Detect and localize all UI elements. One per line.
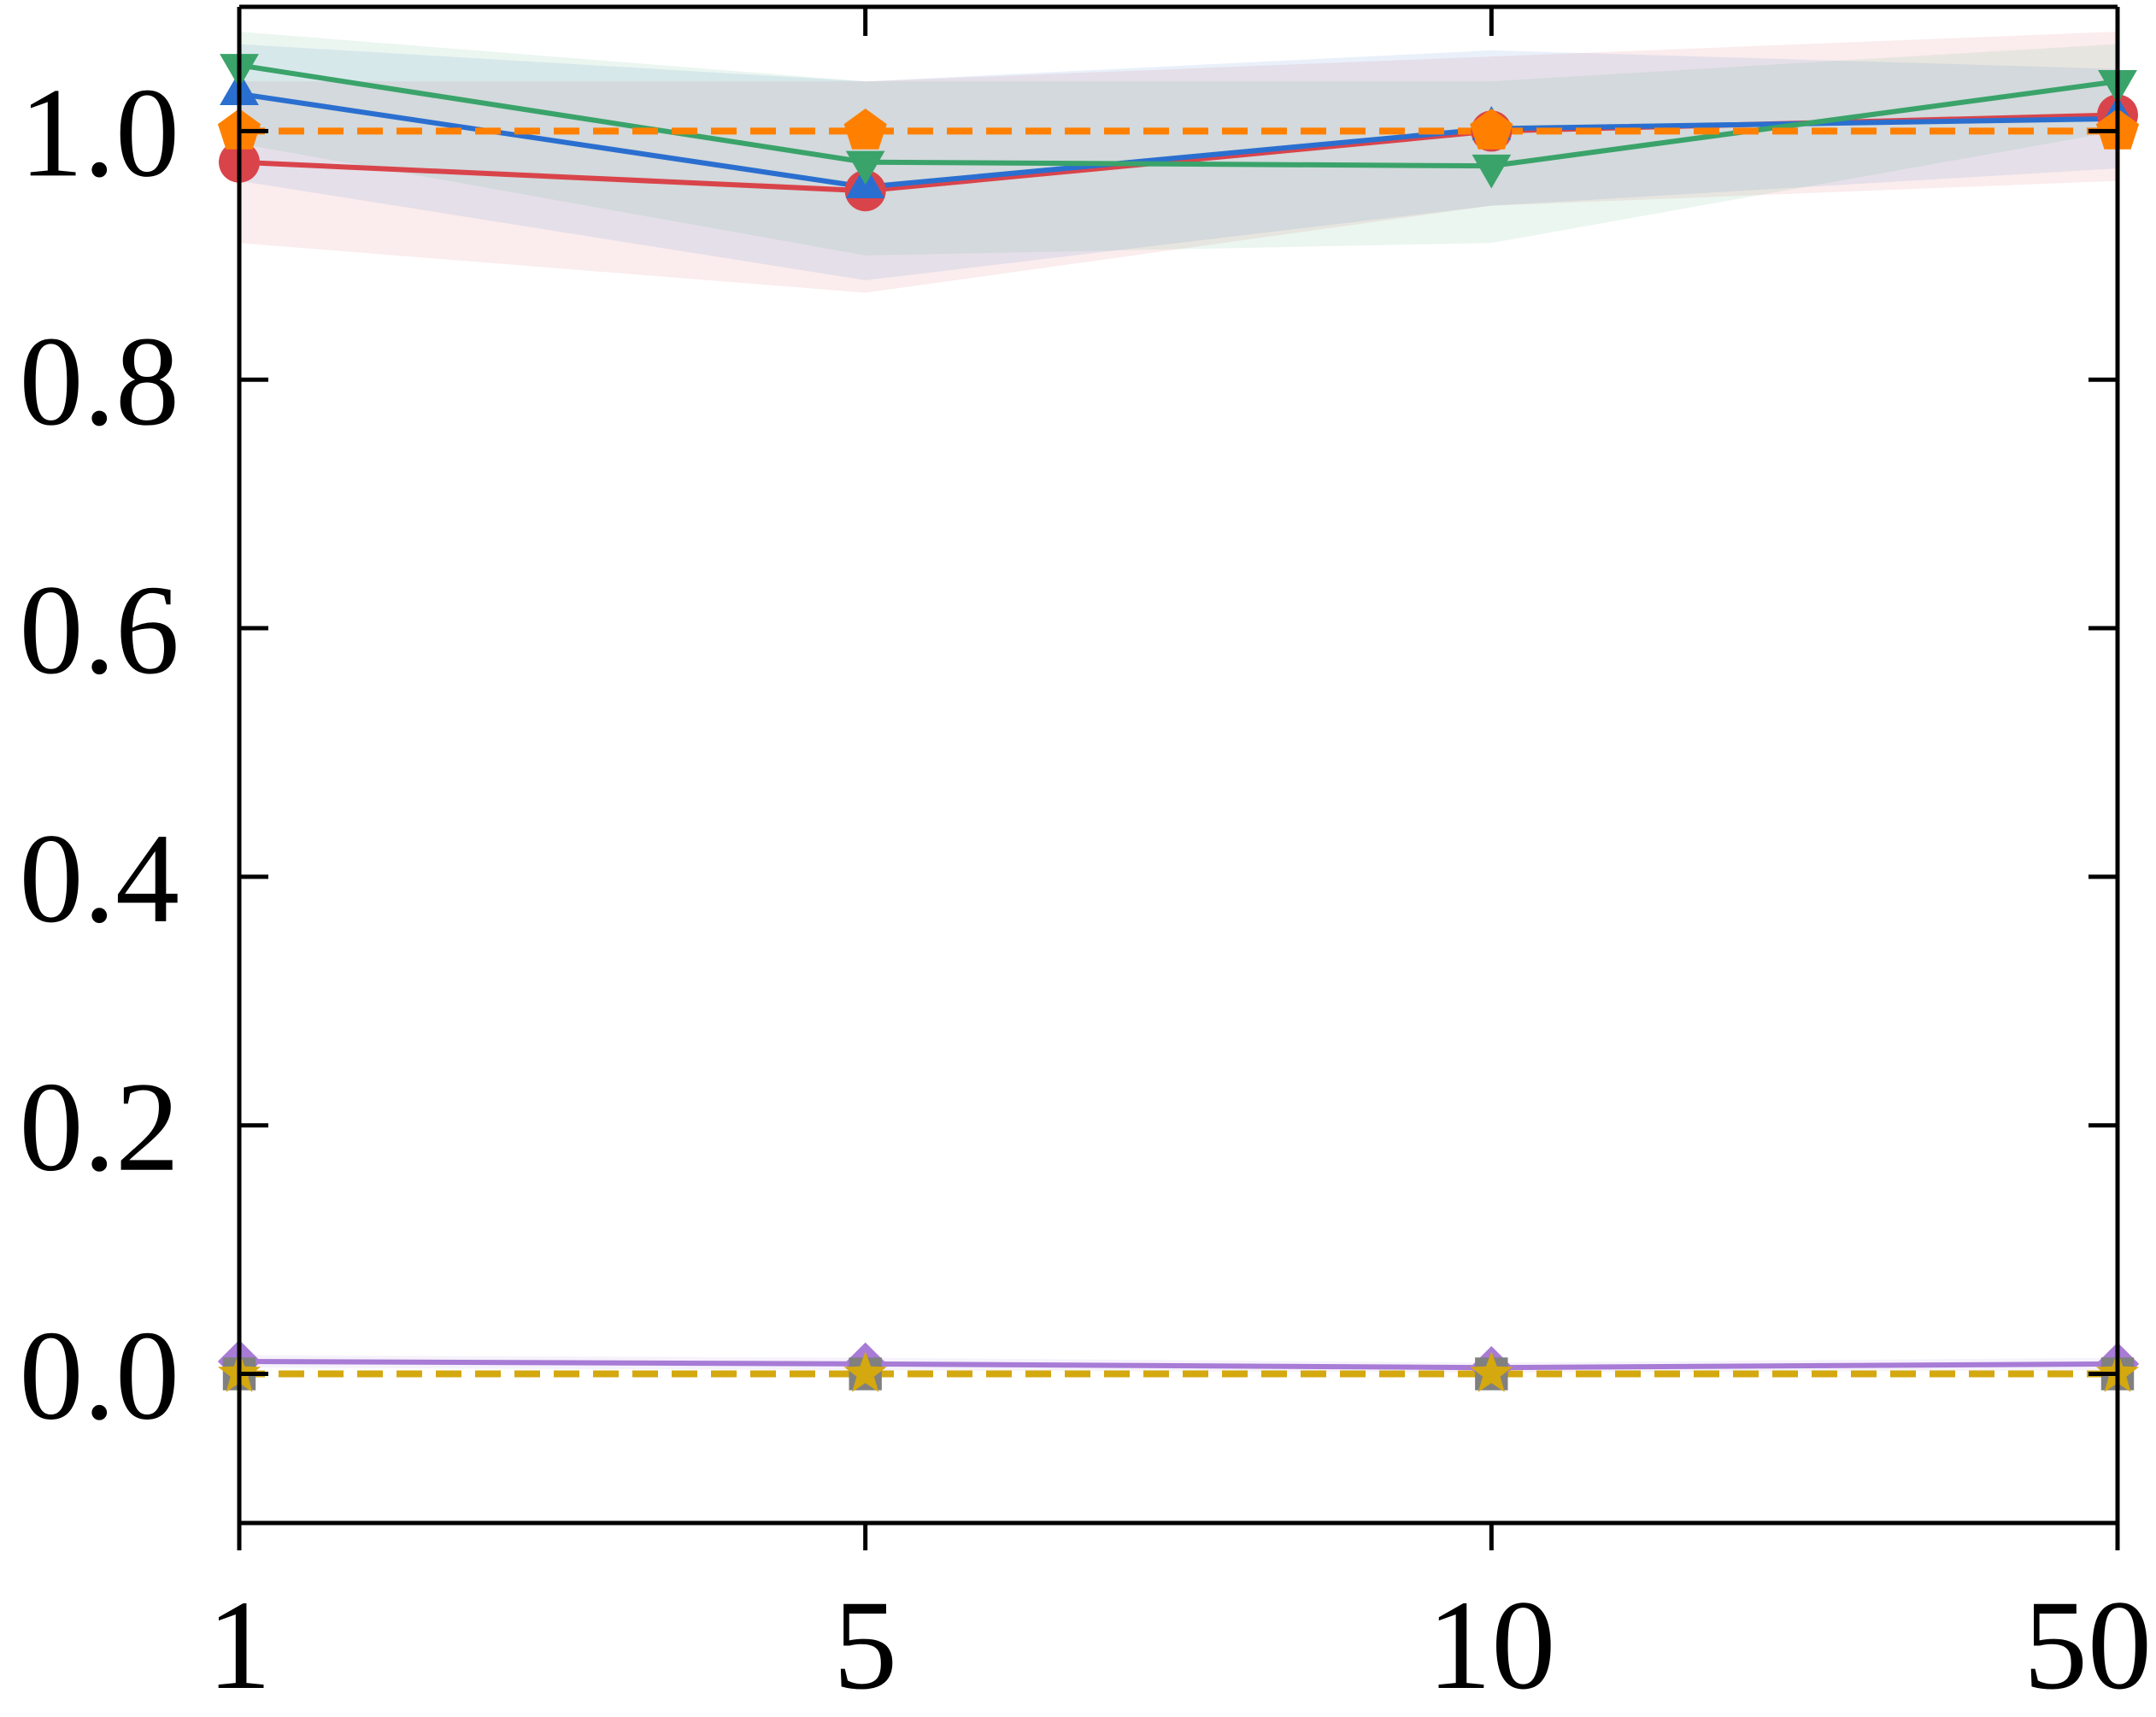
y-tick-label-5: 1.0: [20, 62, 180, 203]
marker-series-3-point-3: [1472, 154, 1512, 189]
line-series-4: [238, 1358, 2118, 1371]
marker-series-7-point-3: [1470, 1351, 1513, 1392]
y-tick-label-4: 0.8: [20, 310, 180, 452]
y-tick-label-2: 0.4: [20, 808, 180, 950]
x-tick-label-2: 10: [1427, 1574, 1555, 1716]
y-tick-label-0: 0.0: [20, 1305, 180, 1447]
series-lines: [238, 62, 2118, 1378]
y-tick-label-3: 0.6: [20, 559, 180, 701]
tick-labels: 0.0 0.2 0.4 0.6 0.8 1.0 1 5 10 50: [20, 62, 2153, 1716]
marker-series-5-point-3: [1470, 109, 1513, 150]
marker-series-3-point-2: [845, 150, 885, 185]
x-tick-label-3: 50: [2024, 1574, 2152, 1716]
x-tick-label-1: 5: [833, 1574, 897, 1716]
line-series-3: [238, 62, 2118, 169]
marker-series-5-point-2: [843, 109, 887, 150]
y-tick-label-1: 0.2: [20, 1056, 180, 1198]
confidence-bands: [239, 32, 2118, 1373]
marker-series-7-point-2: [843, 1351, 887, 1392]
axes: [237, 4, 2120, 1550]
band-series-3: [239, 32, 2118, 256]
x-tick-label-0: 1: [208, 1574, 272, 1716]
